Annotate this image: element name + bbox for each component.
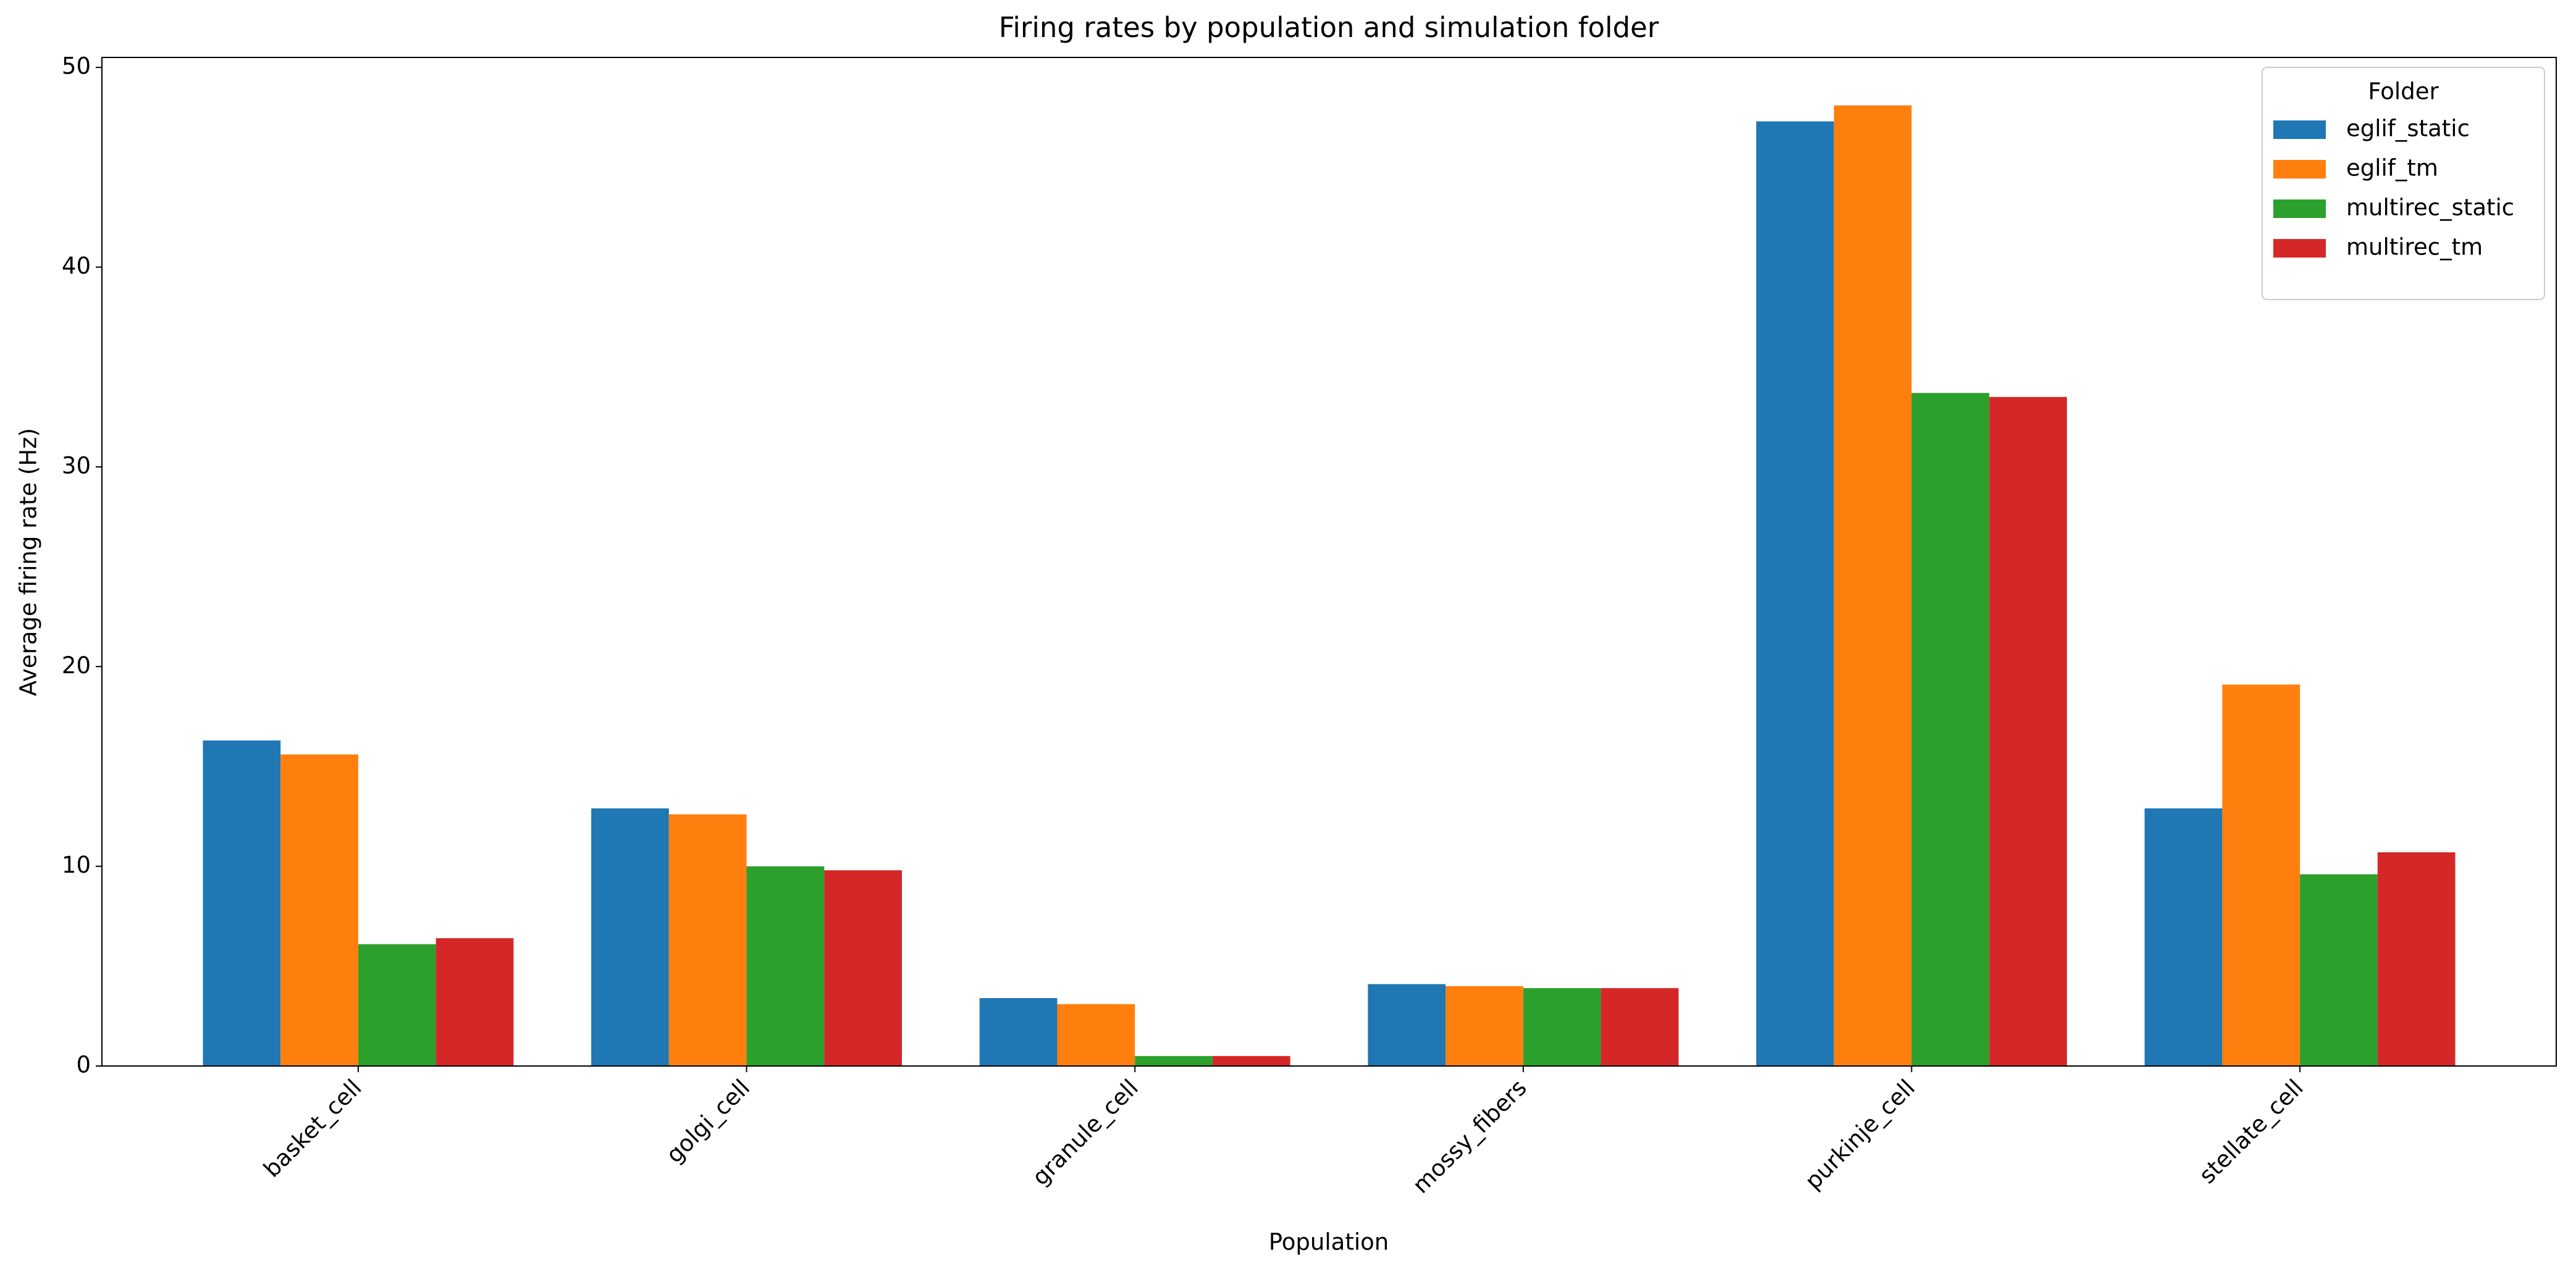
- legend-label: multirec_static: [2346, 195, 2514, 221]
- bar: [2144, 808, 2223, 1066]
- bar: [979, 998, 1058, 1066]
- y-tick-label: 0: [76, 1052, 91, 1078]
- bar: [1756, 121, 1834, 1066]
- x-tick-label: mossy_fibers: [1407, 1074, 1531, 1198]
- bar: [668, 814, 747, 1066]
- y-axis-label: Average firing rate (Hz): [15, 428, 42, 696]
- x-tick-label: stellate_cell: [2194, 1074, 2308, 1188]
- bar: [1446, 986, 1523, 1066]
- bar: [1601, 988, 1679, 1066]
- bar: [1833, 105, 1912, 1067]
- legend-label: eglif_static: [2346, 115, 2470, 142]
- legend-box: [2262, 67, 2545, 300]
- bar: [824, 870, 902, 1066]
- bar: [1212, 1056, 1290, 1066]
- bar: [358, 944, 436, 1066]
- x-tick-label: purkinje_cell: [1799, 1074, 1920, 1194]
- y-tick-label: 50: [62, 53, 91, 80]
- bar: [1989, 397, 2067, 1066]
- x-axis-label: Population: [1269, 1229, 1389, 1256]
- legend-swatch: [2273, 120, 2326, 139]
- bar: [436, 938, 514, 1066]
- y-tick-label: 30: [62, 452, 91, 479]
- legend-swatch: [2273, 160, 2326, 178]
- bar: [2377, 852, 2456, 1066]
- x-tick-label: golgi_cell: [661, 1074, 755, 1168]
- bar: [591, 808, 669, 1066]
- x-tick-label: basket_cell: [258, 1074, 366, 1182]
- bar: [2222, 684, 2300, 1066]
- y-tick-label: 40: [62, 253, 91, 279]
- bar: [203, 740, 281, 1066]
- bar: [1911, 393, 1990, 1067]
- y-tick-label: 10: [62, 852, 91, 878]
- legend-label: multirec_tm: [2346, 234, 2483, 261]
- x-tick-label: granule_cell: [1027, 1074, 1143, 1190]
- bar: [746, 866, 825, 1066]
- legend-label: eglif_tm: [2346, 155, 2438, 182]
- bar: [1057, 1004, 1135, 1066]
- bar: [1368, 984, 1446, 1066]
- bar: [1135, 1056, 1213, 1066]
- legend-title: Folder: [2368, 78, 2439, 105]
- legend-swatch: [2273, 239, 2326, 258]
- axes-frame: [101, 57, 2557, 1067]
- legend-swatch: [2273, 199, 2326, 218]
- bar: [2300, 874, 2378, 1066]
- chart-title: Firing rates by population and simulatio…: [999, 11, 1659, 44]
- y-tick-label: 20: [62, 652, 91, 679]
- bar: [1523, 988, 1601, 1066]
- bar: [280, 754, 358, 1066]
